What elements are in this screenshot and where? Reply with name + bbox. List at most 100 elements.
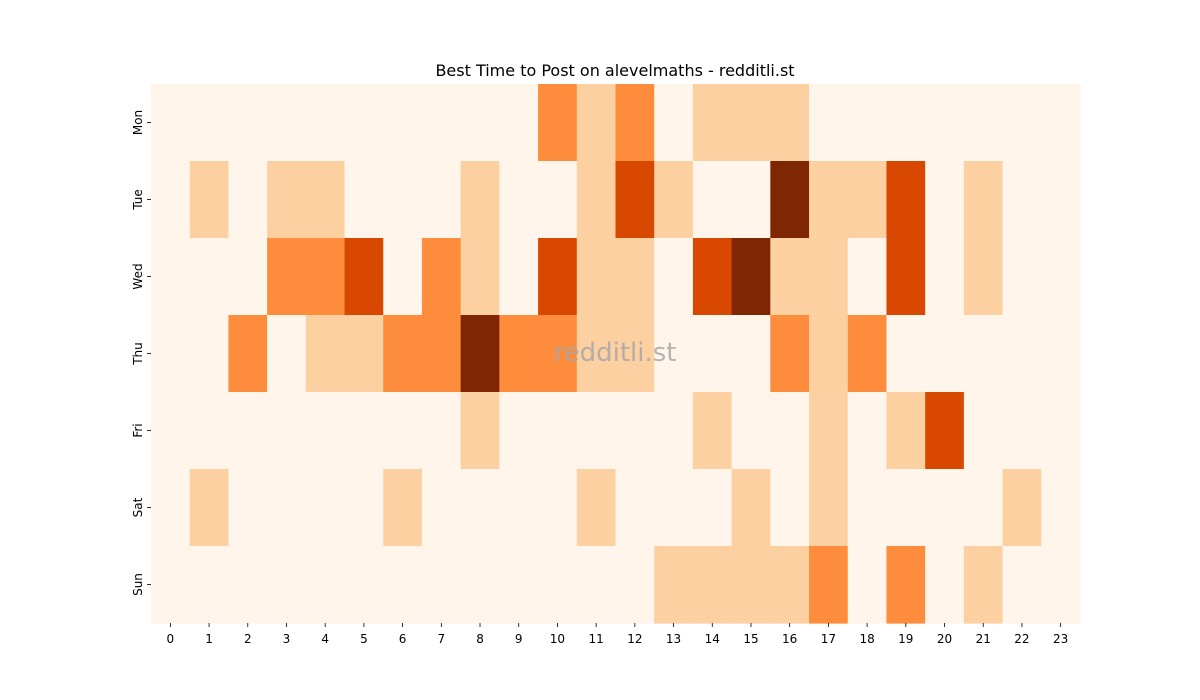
heatmap-cell-tue-0 — [151, 161, 191, 239]
heatmap-cell-sat-1 — [189, 469, 230, 547]
heatmap-cell-tue-16 — [770, 161, 810, 239]
heatmap-cell-thu-11 — [576, 315, 617, 393]
heatmap-cell-fri-20 — [925, 392, 965, 470]
heatmap-cell-tue-1 — [189, 161, 230, 239]
heatmap-cell-sun-15 — [731, 546, 771, 624]
heatmap-cell-tue-20 — [925, 161, 965, 239]
x-tick-label: 14 — [705, 632, 720, 646]
heatmap-cell-tue-8 — [460, 161, 500, 239]
x-tick-label: 16 — [782, 632, 797, 646]
x-tick-label: 18 — [859, 632, 874, 646]
heatmap-cell-fri-19 — [886, 392, 926, 470]
heatmap-cell-tue-5 — [344, 161, 384, 239]
heatmap-cell-sun-22 — [1002, 546, 1042, 624]
heatmap-cell-tue-12 — [615, 161, 655, 239]
heatmap-cell-sat-20 — [925, 469, 965, 547]
heatmap-cell-sat-15 — [731, 469, 771, 547]
x-tick-label: 20 — [937, 632, 952, 646]
heatmap-cell-wed-11 — [576, 238, 617, 316]
x-tick-label: 8 — [476, 632, 484, 646]
heatmap-cell-thu-6 — [383, 315, 423, 393]
heatmap-cell-mon-10 — [538, 84, 578, 162]
x-tick-label: 7 — [437, 632, 445, 646]
heatmap-cell-tue-15 — [731, 161, 771, 239]
heatmap-cell-tue-14 — [692, 161, 733, 239]
heatmap-cell-sat-5 — [344, 469, 384, 547]
x-tick-label: 9 — [515, 632, 523, 646]
heatmap-cell-fri-2 — [228, 392, 268, 470]
heatmap-cell-sun-23 — [1041, 546, 1081, 624]
x-tick-label: 17 — [821, 632, 836, 646]
heatmap-cell-tue-10 — [538, 161, 578, 239]
heatmap-cell-sun-21 — [963, 546, 1004, 624]
heatmap-cell-thu-15 — [731, 315, 771, 393]
heatmap-cell-tue-18 — [847, 161, 888, 239]
heatmap-cell-thu-18 — [847, 315, 888, 393]
heatmap-cell-thu-10 — [538, 315, 578, 393]
heatmap-cell-fri-8 — [460, 392, 500, 470]
heatmap-cell-fri-22 — [1002, 392, 1042, 470]
heatmap-cell-sat-3 — [267, 469, 307, 547]
x-tick-label: 4 — [321, 632, 329, 646]
heatmap-cell-sun-7 — [421, 546, 462, 624]
y-axis: Mon Tue Wed Thu Fri Sat Sun — [131, 110, 151, 596]
y-tick-label-mon: Mon — [131, 110, 145, 135]
chart-title: Best Time to Post on alevelmaths - reddi… — [435, 61, 794, 80]
x-tick-label: 12 — [627, 632, 642, 646]
x-tick-label: 23 — [1053, 632, 1068, 646]
heatmap-cell-mon-9 — [499, 84, 539, 162]
heatmap-cell-wed-7 — [421, 238, 462, 316]
heatmap-cell-tue-9 — [499, 161, 539, 239]
heatmap-cell-sat-10 — [538, 469, 578, 547]
x-tick-label: 19 — [898, 632, 913, 646]
heatmap-cell-sat-17 — [809, 469, 849, 547]
heatmap-cell-wed-16 — [770, 238, 810, 316]
heatmap-cell-mon-0 — [151, 84, 191, 162]
heatmap-cell-tue-6 — [383, 161, 423, 239]
heatmap-cell-sat-6 — [383, 469, 423, 547]
heatmap-cell-sat-22 — [1002, 469, 1042, 547]
heatmap-cell-mon-13 — [654, 84, 694, 162]
x-axis: 0 1 2 3 4 5 6 7 8 9 10 11 12 13 14 15 16 17 18 19 20 21 22 23 — [167, 623, 1068, 646]
heatmap-cell-wed-18 — [847, 238, 888, 316]
heatmap-cell-wed-13 — [654, 238, 694, 316]
heatmap-cell-sun-3 — [267, 546, 307, 624]
heatmap-cell-fri-14 — [692, 392, 733, 470]
heatmap-cell-thu-21 — [963, 315, 1004, 393]
y-tick-label-wed: Wed — [131, 263, 145, 289]
heatmap-cell-thu-2 — [228, 315, 268, 393]
heatmap-cell-wed-8 — [460, 238, 500, 316]
heatmap-cell-mon-12 — [615, 84, 655, 162]
heatmap-cell-sat-9 — [499, 469, 539, 547]
x-tick-label: 21 — [976, 632, 991, 646]
x-tick-label: 5 — [360, 632, 368, 646]
heatmap-cell-fri-5 — [344, 392, 384, 470]
heatmap-cell-sun-6 — [383, 546, 423, 624]
watermark-text: redditli.st — [554, 338, 677, 368]
heatmap-cell-fri-17 — [809, 392, 849, 470]
heatmap-cell-tue-23 — [1041, 161, 1081, 239]
heatmap-cell-wed-10 — [538, 238, 578, 316]
heatmap-cell-sat-8 — [460, 469, 500, 547]
heatmap-cell-wed-12 — [615, 238, 655, 316]
heatmap-cell-sat-7 — [421, 469, 462, 547]
x-tick-label: 0 — [167, 632, 175, 646]
x-tick-label: 10 — [550, 632, 565, 646]
y-tick-label-tue: Tue — [131, 189, 145, 211]
heatmap-cell-tue-2 — [228, 161, 268, 239]
heatmap-cell-fri-6 — [383, 392, 423, 470]
heatmap-cell-thu-22 — [1002, 315, 1042, 393]
heatmap-cell-fri-7 — [421, 392, 462, 470]
heatmap-cell-fri-18 — [847, 392, 888, 470]
heatmap-cell-sun-16 — [770, 546, 810, 624]
x-tick-label: 13 — [666, 632, 681, 646]
heatmap-cell-fri-1 — [189, 392, 230, 470]
heatmap-cell-thu-7 — [421, 315, 462, 393]
heatmap-cell-sat-11 — [576, 469, 617, 547]
heatmap-cell-sat-13 — [654, 469, 694, 547]
heatmap-cell-thu-20 — [925, 315, 965, 393]
heatmap-cell-thu-13 — [654, 315, 694, 393]
heatmap-cell-fri-0 — [151, 392, 191, 470]
heatmap-cell-fri-23 — [1041, 392, 1081, 470]
heatmap-cell-sat-23 — [1041, 469, 1081, 547]
